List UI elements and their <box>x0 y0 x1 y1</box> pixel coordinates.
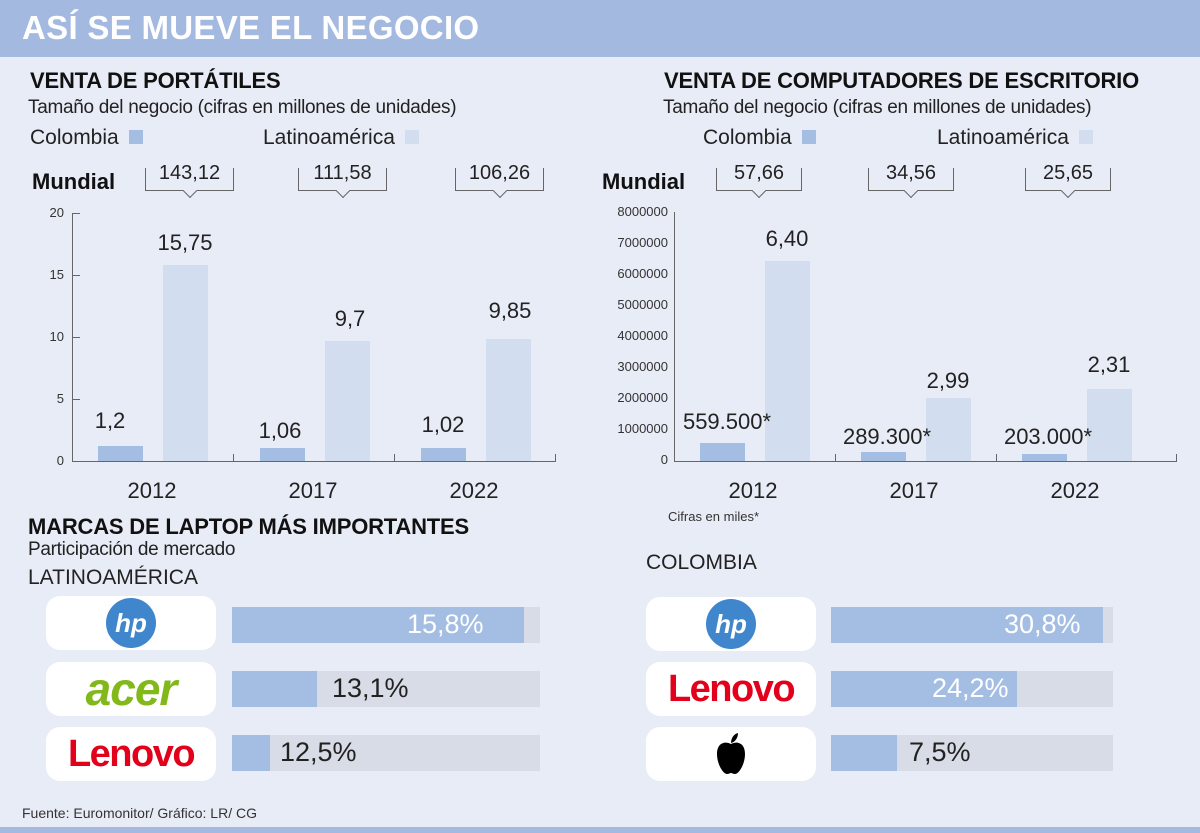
share-bar-colombia-hp: 30,8% <box>831 607 1113 643</box>
desktops-note: Cifras en miles* <box>668 509 760 524</box>
bar-label: 2,31 <box>1087 352 1131 377</box>
laptops-subtitle: Tamaño del negocio (cifras en millones d… <box>28 97 457 118</box>
desktops-legend-latam: Latinoamérica <box>937 126 1093 150</box>
bar-colombia-2022 <box>1022 454 1067 461</box>
x-label-2017: 2017 <box>889 478 939 503</box>
laptops-title: VENTA DE PORTÁTILES <box>30 68 281 93</box>
mundial-bracket-2017: 34,56 <box>868 162 954 199</box>
bar-label: 6,40 <box>765 226 809 251</box>
desktops-subtitle: Tamaño del negocio (cifras en millones d… <box>663 97 1092 118</box>
latam-swatch <box>1078 130 1093 145</box>
share-bar-colombia-lenovo: 24,2% <box>831 671 1113 707</box>
bar-latam-2017 <box>325 341 370 461</box>
y-tick-label: 5 <box>56 391 64 406</box>
colombia-swatch <box>801 130 816 145</box>
y-tick-label: 15 <box>49 267 64 282</box>
hp-logo-icon: hp <box>706 599 756 649</box>
mundial-bracket-2012: 143,12 <box>145 162 234 199</box>
acer-logo-icon: acer <box>85 663 178 715</box>
apple-logo-icon <box>717 733 745 774</box>
bar-latam-2012 <box>163 265 208 461</box>
bar-colombia-2017 <box>861 452 906 461</box>
lenovo-logo-icon: Lenovo <box>67 732 196 775</box>
x-label-2022: 2022 <box>1050 478 1100 503</box>
y-tick-label: 0 <box>56 453 64 468</box>
bar-colombia-2017 <box>260 448 305 461</box>
footer-band <box>0 827 1200 833</box>
region-colombia: COLOMBIA <box>646 551 757 574</box>
colombia-swatch <box>128 130 143 145</box>
bar-latam-2022 <box>486 339 531 461</box>
logo-lenovo: Lenovo <box>46 727 216 781</box>
logo-apple <box>646 727 816 781</box>
y-tick-label: 6000000 <box>617 266 668 281</box>
laptops-legend-latam: Latinoamérica <box>263 126 419 150</box>
brands-title: MARCAS DE LAPTOP MÁS IMPORTANTES <box>28 514 469 539</box>
bar-label: 289.300* <box>842 424 932 449</box>
latam-swatch <box>404 130 419 145</box>
mundial-bracket-2022: 106,26 <box>455 162 544 199</box>
svg-text:hp: hp <box>115 608 147 638</box>
desktops-mundial-label: Mundial <box>602 169 686 194</box>
x-label-2017: 2017 <box>288 478 338 503</box>
source-note: Fuente: Euromonitor/ Gráfico: LR/ CG <box>22 805 257 821</box>
y-tick-label: 3000000 <box>617 359 668 374</box>
hp-logo-icon: hp <box>106 598 156 648</box>
desktops-y-axis <box>674 212 675 462</box>
desktops-title: VENTA DE COMPUTADORES DE ESCRITORIO <box>664 68 1140 93</box>
x-label-2022: 2022 <box>449 478 499 503</box>
brands-subtitle: Participación de mercado <box>28 539 236 560</box>
x-label-2012: 2012 <box>127 478 177 503</box>
bar-label: 9,85 <box>488 298 532 323</box>
y-tick-label: 2000000 <box>617 390 668 405</box>
region-latam: LATINOAMÉRICA <box>28 566 198 589</box>
y-tick-label: 20 <box>49 205 64 220</box>
bar-latam-2022 <box>1087 389 1132 461</box>
bar-colombia-2022 <box>421 448 466 461</box>
share-bar-latam-hp: 15,8% <box>232 607 540 643</box>
desktops-x-axis <box>674 461 1177 462</box>
bar-label: 1,06 <box>258 418 302 443</box>
mundial-bracket-2012: 57,66 <box>716 162 802 199</box>
x-label-2012: 2012 <box>728 478 778 503</box>
laptops-legend-colombia: Colombia <box>30 126 143 150</box>
y-tick-label: 1000000 <box>617 421 668 436</box>
bar-label: 559.500* <box>682 409 772 434</box>
bar-label: 1,02 <box>421 412 465 437</box>
y-tick-label: 5000000 <box>617 297 668 312</box>
page-title: ASÍ SE MUEVE EL NEGOCIO <box>22 9 480 46</box>
share-bar-latam-acer: 13,1% <box>232 671 540 707</box>
svg-text:hp: hp <box>715 609 747 639</box>
bar-latam-2012 <box>765 261 810 461</box>
mundial-bracket-2017: 111,58 <box>298 162 387 199</box>
bar-label: 15,75 <box>157 230 213 255</box>
bar-latam-2017 <box>926 398 971 461</box>
laptops-x-axis <box>72 461 556 462</box>
logo-hp: hp <box>646 597 816 651</box>
laptops-mundial-label: Mundial <box>32 169 116 194</box>
bar-label: 1,2 <box>94 408 126 433</box>
y-tick-label: 0 <box>660 452 668 467</box>
bar-colombia-2012 <box>98 446 143 461</box>
y-tick-label: 8000000 <box>617 204 668 219</box>
share-bar-colombia-apple: 7,5% <box>831 735 1113 771</box>
bar-colombia-2012 <box>700 443 745 461</box>
logo-acer: acer <box>46 662 216 716</box>
bar-label: 203.000* <box>1003 424 1093 449</box>
share-bar-latam-lenovo: 12,5% <box>232 735 540 771</box>
lenovo-logo-icon: Lenovo <box>667 667 796 710</box>
y-tick-label: 4000000 <box>617 328 668 343</box>
header-band <box>0 0 1200 57</box>
mundial-bracket-2022: 25,65 <box>1025 162 1111 199</box>
y-tick-label: 10 <box>49 329 64 344</box>
desktops-legend-colombia: Colombia <box>703 126 816 150</box>
logo-hp: hp <box>46 596 216 650</box>
bar-label: 9,7 <box>334 306 366 331</box>
y-tick-label: 7000000 <box>617 235 668 250</box>
bar-label: 2,99 <box>926 368 970 393</box>
logo-lenovo: Lenovo <box>646 662 816 716</box>
